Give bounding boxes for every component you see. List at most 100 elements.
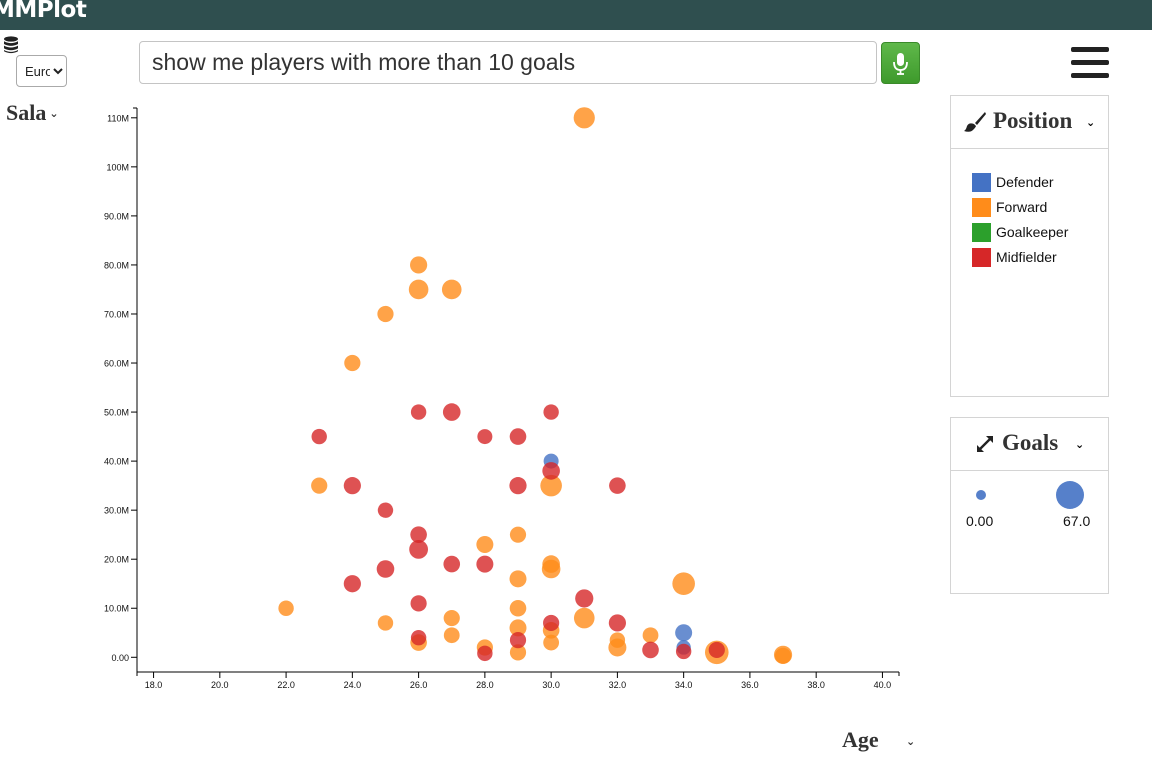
data-point-midfielder bbox=[311, 428, 327, 445]
x-tick-label: 38.0 bbox=[807, 680, 825, 690]
y-tick-label: 20.0M bbox=[104, 555, 129, 565]
data-point-forward bbox=[410, 256, 428, 274]
data-point-midfielder bbox=[509, 477, 527, 495]
data-point-midfielder bbox=[410, 595, 427, 612]
resize-arrows-icon bbox=[977, 436, 993, 452]
x-tick-label: 22.0 bbox=[277, 680, 295, 690]
data-point-midfielder bbox=[376, 560, 395, 578]
query-input[interactable] bbox=[139, 41, 877, 84]
data-point-forward bbox=[672, 572, 695, 596]
y-tick-label: 30.0M bbox=[104, 506, 129, 516]
legend-swatch bbox=[972, 173, 991, 192]
chevron-down-icon: ⌄ bbox=[49, 107, 59, 120]
voice-input-button[interactable] bbox=[881, 42, 920, 84]
x-tick-label: 32.0 bbox=[609, 680, 627, 690]
data-point-forward bbox=[573, 607, 595, 629]
currency-select[interactable]: Euro bbox=[16, 55, 67, 87]
data-point-midfielder bbox=[708, 641, 725, 659]
data-point-forward bbox=[278, 600, 294, 616]
legend-label: Forward bbox=[996, 199, 1048, 215]
legend-swatch bbox=[972, 223, 991, 242]
y-axis-label: Sala bbox=[6, 100, 47, 125]
color-legend-panel: Position ⌄ Defender Forward Goalkeeper M… bbox=[950, 95, 1109, 397]
y-axis-selector[interactable]: Sala ⌄ bbox=[6, 100, 59, 126]
data-point-forward bbox=[476, 535, 494, 553]
data-point-forward bbox=[344, 354, 361, 372]
x-axis-label[interactable]: Age bbox=[842, 727, 879, 752]
top-bar: MMPlot bbox=[0, 0, 1152, 30]
size-legend-header[interactable]: Goals ⌄ bbox=[951, 418, 1108, 471]
chevron-down-icon[interactable]: ⌄ bbox=[906, 735, 916, 748]
data-point-forward bbox=[543, 634, 560, 651]
data-point-midfielder bbox=[410, 404, 427, 420]
legend-swatch bbox=[972, 248, 991, 267]
data-point-midfielder bbox=[542, 462, 560, 480]
x-tick-label: 40.0 bbox=[874, 680, 892, 690]
data-point-midfielder bbox=[575, 589, 594, 608]
legend-label: Goalkeeper bbox=[996, 224, 1069, 240]
legend-label: Midfielder bbox=[996, 249, 1057, 265]
y-tick-label: 0.00 bbox=[111, 653, 129, 663]
data-point-forward bbox=[441, 279, 462, 300]
data-point-midfielder bbox=[509, 632, 527, 649]
data-point-forward bbox=[509, 526, 527, 543]
x-tick-label: 24.0 bbox=[344, 680, 362, 690]
y-tick-label: 10.0M bbox=[104, 604, 129, 614]
color-legend-title: Position bbox=[993, 108, 1073, 133]
app-brand: MMPlot bbox=[0, 0, 87, 23]
size-legend-title: Goals bbox=[1002, 430, 1059, 455]
data-point-midfielder bbox=[443, 555, 461, 573]
data-point-forward bbox=[573, 107, 595, 129]
microphone-icon bbox=[893, 53, 908, 75]
data-point-forward bbox=[540, 474, 562, 497]
data-point-midfielder bbox=[343, 575, 361, 593]
y-tick-label: 40.0M bbox=[104, 457, 129, 467]
y-tick-label: 70.0M bbox=[104, 309, 129, 319]
x-tick-label: 28.0 bbox=[476, 680, 494, 690]
size-legend-circles bbox=[976, 481, 1084, 509]
data-point-midfielder bbox=[410, 629, 427, 646]
data-point-forward bbox=[377, 615, 394, 631]
x-tick-label: 18.0 bbox=[145, 680, 163, 690]
size-legend-max-circle bbox=[1056, 481, 1084, 509]
data-point-forward bbox=[509, 619, 527, 637]
chevron-down-icon: ⌄ bbox=[1075, 438, 1085, 451]
legend-label: Defender bbox=[996, 174, 1054, 190]
legend-swatch bbox=[972, 198, 991, 217]
data-point-midfielder bbox=[409, 539, 429, 559]
data-point-forward bbox=[408, 279, 429, 300]
y-tick-label: 60.0M bbox=[104, 359, 129, 369]
x-tick-label: 20.0 bbox=[211, 680, 229, 690]
data-point-forward bbox=[377, 305, 394, 323]
x-tick-label: 36.0 bbox=[741, 680, 759, 690]
data-point-forward bbox=[642, 627, 659, 644]
data-point-midfielder bbox=[543, 404, 559, 420]
x-tick-label: 34.0 bbox=[675, 680, 693, 690]
database-icon[interactable] bbox=[3, 36, 19, 54]
y-tick-label: 50.0M bbox=[104, 408, 129, 418]
data-point-midfielder bbox=[476, 555, 494, 573]
scatter-chart: 0.00 10.0M 20.0M 30.0M 40.0M 50.0M 60.0M 70.0M 8… bbox=[104, 107, 900, 690]
data-point-forward bbox=[443, 609, 460, 627]
data-point-midfielder bbox=[642, 641, 659, 659]
hamburger-menu-icon[interactable] bbox=[1071, 47, 1109, 81]
chevron-down-icon: ⌄ bbox=[1086, 116, 1096, 129]
data-point-forward bbox=[608, 638, 627, 657]
data-point-forward bbox=[774, 647, 792, 664]
data-point-midfielder bbox=[675, 643, 692, 660]
data-point-midfielder bbox=[377, 502, 394, 518]
color-legend-header[interactable]: Position ⌄ bbox=[951, 96, 1108, 149]
data-point-forward bbox=[443, 627, 460, 644]
data-point-defender bbox=[675, 624, 693, 642]
data-point-midfielder bbox=[343, 477, 361, 495]
data-point-midfielder bbox=[608, 614, 626, 632]
data-point-midfielder bbox=[543, 614, 560, 632]
data-point-forward bbox=[509, 599, 527, 617]
data-point-midfielder bbox=[477, 429, 493, 445]
y-tick-label: 110M bbox=[107, 113, 129, 123]
data-point-forward bbox=[311, 477, 328, 494]
size-legend-min-circle bbox=[976, 490, 986, 500]
size-legend-max-label: 67.0 bbox=[1063, 513, 1091, 529]
data-point-midfielder bbox=[509, 428, 527, 445]
size-legend-panel: Goals ⌄ 0.00 67.0 bbox=[950, 417, 1109, 594]
